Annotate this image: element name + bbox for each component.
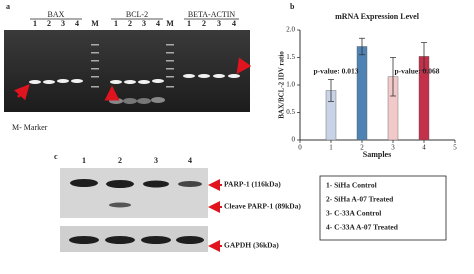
lane-label: 4: [156, 19, 160, 28]
legend-entry: 3- C-33A Control: [326, 209, 381, 218]
x-tick-label: 5: [453, 144, 457, 152]
y-axis-label: BAX/BCL-2 IDV ratio: [278, 51, 286, 119]
gel-arrows: [14, 57, 252, 101]
x-tick-label: 1: [329, 144, 333, 152]
band-label: Cleave PARP-1 (89kDa): [224, 202, 301, 211]
blot-arrows: [208, 179, 222, 252]
bar: [356, 46, 368, 141]
error-bar: [359, 37, 365, 56]
lane-label: 4: [232, 19, 236, 28]
gel-bands: [29, 44, 240, 104]
lane-label: 2: [202, 19, 206, 28]
blot-image: [60, 168, 208, 218]
chart-title: mRNA Expression Level: [335, 12, 420, 21]
lane-label: 3: [154, 156, 158, 165]
lane-label: M: [91, 19, 99, 28]
lane-label: 4: [75, 19, 79, 28]
band-label: GAPDH (36kDa): [224, 241, 279, 250]
y-tick-label: 0: [292, 136, 296, 144]
y-tick-label: 0.5: [286, 108, 295, 116]
legend-entry: 2- SiHa A-07 Treated: [326, 195, 394, 204]
x-tick-label: 0: [298, 144, 302, 152]
blot-text: 1 2 3 4 PARP-1 (116kDa) Cleave PARP-1 (89kDa)…: [82, 156, 399, 250]
error-bar: [328, 79, 334, 102]
error-bar: [421, 42, 427, 71]
panel-label: b: [290, 2, 295, 11]
bar-chart: b mRNA Expression Level BAX/BCL-2 IDV rati…: [278, 2, 458, 159]
panel-label: c: [54, 152, 58, 161]
lane-label: 1: [114, 19, 118, 28]
x-tick-label: 3: [391, 144, 395, 152]
group-label: BAX: [48, 10, 65, 19]
lane-label: 3: [61, 19, 65, 28]
lane-label: 3: [217, 19, 221, 28]
x-tick-label: 2: [360, 144, 364, 152]
lane-label: 3: [142, 19, 146, 28]
x-axis-label: Samples: [363, 150, 391, 159]
legend-box: [319, 175, 447, 241]
annotation: p-value: 0.013: [314, 67, 359, 76]
legend-entry: 4- C-33A A-07 Treated: [326, 223, 399, 232]
legend-entry: 1- SiHa Control: [326, 181, 377, 190]
panel-label: a: [6, 2, 10, 11]
band-label: PARP-1 (116kDa): [224, 180, 281, 189]
lane-label: 2: [128, 19, 132, 28]
annotation: p-value: 0.068: [395, 67, 440, 76]
lane-label: 1: [33, 19, 37, 28]
lane-label: M: [166, 19, 174, 28]
x-tick-label: 4: [422, 144, 426, 152]
lane-label: 2: [118, 156, 122, 165]
blot-bands: [69, 179, 204, 244]
y-tick-label: 1.0: [286, 81, 295, 89]
group-label: BCL-2: [126, 10, 148, 19]
lane-label: 1: [187, 19, 191, 28]
lane-label: 4: [188, 156, 192, 165]
lane-label: 2: [47, 19, 51, 28]
error-bar: [390, 57, 396, 97]
lane-label: 1: [82, 156, 86, 165]
group-label: BETA-ACTIN: [188, 10, 236, 19]
y-tick-label: 1.5: [286, 53, 295, 61]
marker-note: M- Marker: [12, 123, 48, 132]
y-tick-label: 2.0: [286, 26, 295, 34]
